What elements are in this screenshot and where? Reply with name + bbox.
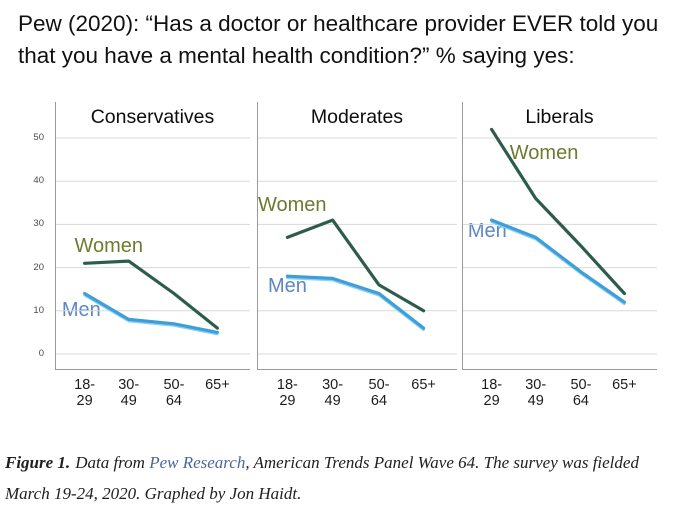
- x-tick-label: 18- 29: [74, 377, 96, 410]
- y-axis-labels: 0 10 20 30 40 50: [14, 100, 44, 370]
- men-line: [490, 218, 626, 304]
- men-series-label: Men: [268, 274, 307, 297]
- figure-caption: Figure 1. Data from Pew Research, America…: [5, 448, 673, 509]
- panel-plot-liberals: [462, 102, 657, 370]
- chart-title: Pew (2020): “Has a doctor or healthcare …: [18, 11, 659, 68]
- panel-title-conservatives: Conservatives: [90, 106, 215, 128]
- x-tick-label: 65+: [612, 377, 637, 393]
- pew-research-link[interactable]: Pew Research: [149, 453, 246, 472]
- y-tick-label: 40: [33, 175, 44, 187]
- men-line: [285, 274, 426, 330]
- plot-area: 0 10 20 30 40 50 Conservatives Women Men 18- 29…: [0, 100, 679, 410]
- men-line: [83, 291, 219, 334]
- men-series-label: Men: [61, 299, 101, 322]
- panel-title-moderates: Moderates: [310, 106, 404, 128]
- y-tick-label: 50: [33, 132, 44, 143]
- x-tick-label: 18- 29: [276, 377, 298, 410]
- figure-label: Figure 1.: [5, 453, 71, 472]
- women-series-label: Women: [509, 142, 579, 165]
- women-series-label: Women: [74, 235, 144, 258]
- y-tick-label: 20: [33, 261, 44, 273]
- y-tick-label: 30: [33, 218, 44, 230]
- panel-plot-moderates: [257, 102, 457, 370]
- caption-text-after-link: , American Trends Panel Wave 64. The sur…: [5, 453, 639, 503]
- x-tick-label: 18- 29: [481, 377, 503, 410]
- x-tick-label: 30- 49: [322, 377, 344, 410]
- women-line: [285, 218, 426, 313]
- y-tick-label: 0: [38, 348, 44, 359]
- x-tick-label: 65+: [205, 377, 230, 393]
- x-tick-label: 50- 64: [570, 377, 592, 410]
- panel-liberals: Liberals Women Men 18- 29 30- 49 50- 64 65+: [462, 100, 657, 409]
- panel-plot-conservatives: [55, 102, 250, 370]
- x-tick-label: 30- 49: [118, 377, 140, 410]
- men-line-glow: [490, 220, 626, 306]
- women-line: [83, 259, 219, 330]
- panel-title-liberals: Liberals: [525, 106, 594, 128]
- panel-moderates: Moderates Women Men 18- 29 30- 49 50- 64 65+: [257, 100, 457, 409]
- x-tick-label: 50- 64: [368, 377, 390, 410]
- women-line: [490, 127, 626, 296]
- x-tick-label: 65+: [411, 377, 436, 393]
- caption-text-before-link: Data from: [75, 453, 150, 472]
- women-series-label: Women: [258, 194, 327, 217]
- x-tick-label: 30- 49: [525, 377, 547, 410]
- men-series-label: Men: [467, 220, 507, 243]
- y-tick-label: 10: [33, 304, 44, 316]
- x-tick-label: 50- 64: [163, 377, 185, 410]
- panel-conservatives: Conservatives Women Men 18- 29 30- 49 50- 64…: [55, 100, 250, 409]
